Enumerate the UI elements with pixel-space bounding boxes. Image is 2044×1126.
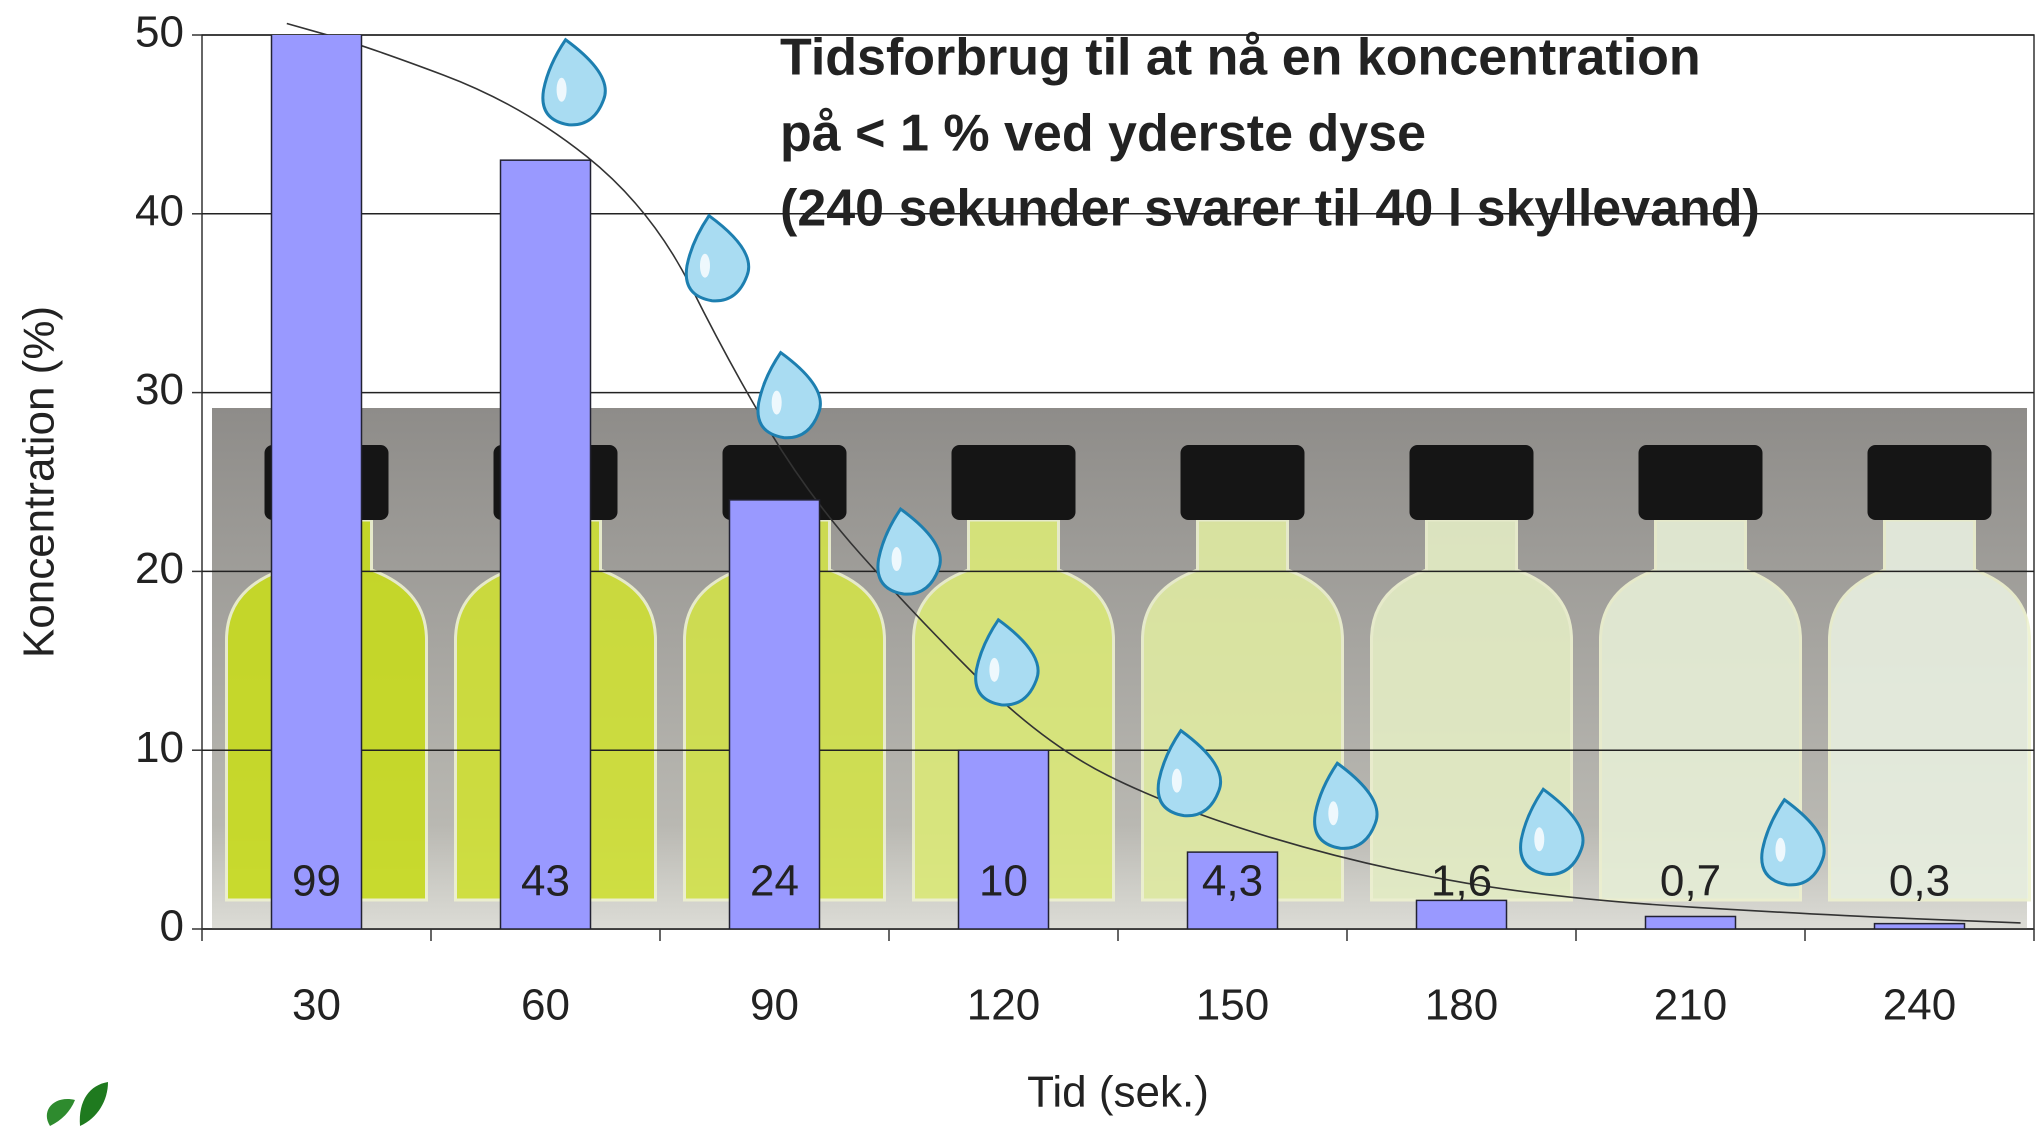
drop-highlight (772, 391, 782, 415)
drop-highlight (700, 254, 710, 278)
value-label: 24 (750, 857, 799, 906)
x-tick-label: 150 (1196, 981, 1269, 1030)
x-axis-title: Tid (sek.) (1027, 1068, 1209, 1117)
x-tick-label: 90 (750, 981, 799, 1030)
drop-highlight (1328, 801, 1338, 825)
value-label: 10 (979, 857, 1028, 906)
value-label: 99 (292, 857, 341, 906)
bottle-cap (1868, 445, 1992, 520)
drop-highlight (1534, 827, 1544, 851)
x-tick-label: 180 (1425, 981, 1498, 1030)
drop-highlight (1775, 838, 1785, 862)
value-label: 1,6 (1431, 857, 1492, 906)
y-tick-label: 50 (135, 8, 184, 57)
bar (272, 0, 362, 929)
bar (1875, 924, 1965, 929)
chart: 0 10 20 30 40 50 30 99 60 43 90 24 120 10 150 4,3 180 1,6… (0, 0, 2044, 1126)
drop-highlight (557, 78, 567, 102)
x-tick-label: 210 (1654, 981, 1727, 1030)
y-tick-label: 0 (160, 902, 184, 951)
x-tick-label: 120 (967, 981, 1040, 1030)
x-tick-label: 60 (521, 981, 570, 1030)
bar (501, 160, 591, 929)
y-tick-label: 40 (135, 186, 184, 235)
value-label: 0,7 (1660, 857, 1721, 906)
bottle-cap (1181, 445, 1305, 520)
bottle-cap (952, 445, 1076, 520)
bar (1646, 916, 1736, 929)
value-label: 43 (521, 857, 570, 906)
x-tick-label: 30 (292, 981, 341, 1030)
logo (47, 1082, 108, 1126)
value-label: 4,3 (1202, 857, 1263, 906)
bottle-cap (1639, 445, 1763, 520)
drop-highlight (989, 658, 999, 682)
bottle-cap (1410, 445, 1534, 520)
chart-title: Tidsforbrug til at nå en koncentration (780, 29, 1701, 87)
y-tick-label: 30 (135, 365, 184, 414)
chart-title: (240 sekunder svarer til 40 l skyllevand… (780, 180, 1760, 238)
chart-title: på < 1 % ved yderste dyse (780, 105, 1426, 163)
value-label: 0,3 (1889, 857, 1950, 906)
y-axis-title: Koncentration (%) (15, 306, 64, 658)
drop-highlight (1172, 769, 1182, 793)
drop-highlight (892, 547, 902, 571)
x-tick-label: 240 (1883, 981, 1956, 1030)
y-tick-label: 10 (135, 723, 184, 772)
y-tick-label: 20 (135, 544, 184, 593)
